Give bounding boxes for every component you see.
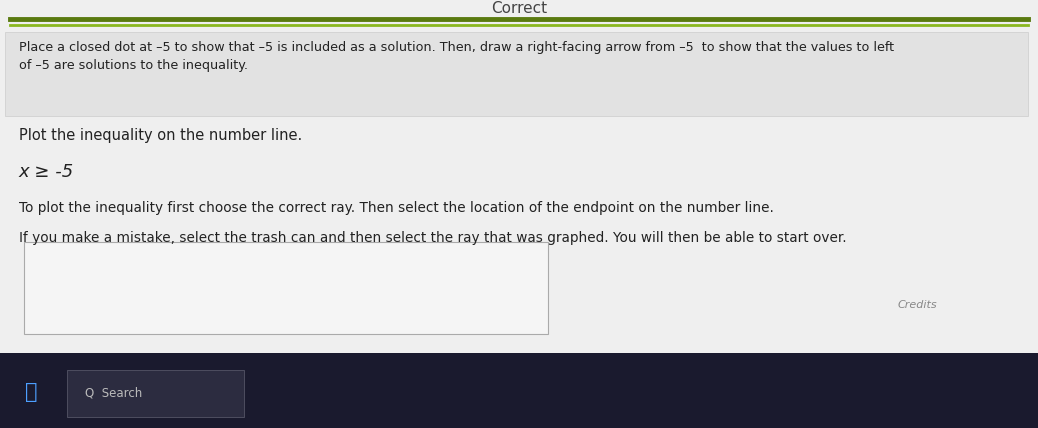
Text: 3: 3	[375, 302, 382, 315]
Text: -7: -7	[64, 302, 76, 315]
Text: -5: -5	[126, 302, 138, 315]
Text: Credits: Credits	[898, 300, 937, 309]
Text: -3: -3	[188, 302, 199, 315]
Text: 0: 0	[282, 302, 290, 315]
Text: x ≥ -5: x ≥ -5	[19, 163, 74, 181]
Text: -2: -2	[218, 302, 230, 315]
Text: Plot the inequality on the number line.: Plot the inequality on the number line.	[19, 128, 302, 143]
Text: Place a closed dot at –5 to show that –5 is included as a solution. Then, draw a: Place a closed dot at –5 to show that –5…	[19, 41, 894, 54]
Text: Q  Search: Q Search	[85, 386, 142, 399]
Text: 7: 7	[498, 302, 506, 315]
Text: Correct: Correct	[491, 1, 547, 16]
Text: -6: -6	[95, 302, 107, 315]
Text: To plot the inequality first choose the correct ray. Then select the location of: To plot the inequality first choose the …	[19, 201, 773, 215]
Text: 1: 1	[313, 302, 321, 315]
Text: -1: -1	[249, 302, 262, 315]
Text: 6: 6	[467, 302, 474, 315]
Text: If you make a mistake, select the trash can and then select the ray that was gra: If you make a mistake, select the trash …	[19, 231, 846, 245]
Text: ⧉: ⧉	[25, 382, 37, 401]
Text: of –5 are solutions to the inequality.: of –5 are solutions to the inequality.	[19, 59, 248, 72]
Text: 4: 4	[406, 302, 413, 315]
Text: 5: 5	[436, 302, 443, 315]
Text: 2: 2	[344, 302, 351, 315]
Text: -4: -4	[157, 302, 168, 315]
